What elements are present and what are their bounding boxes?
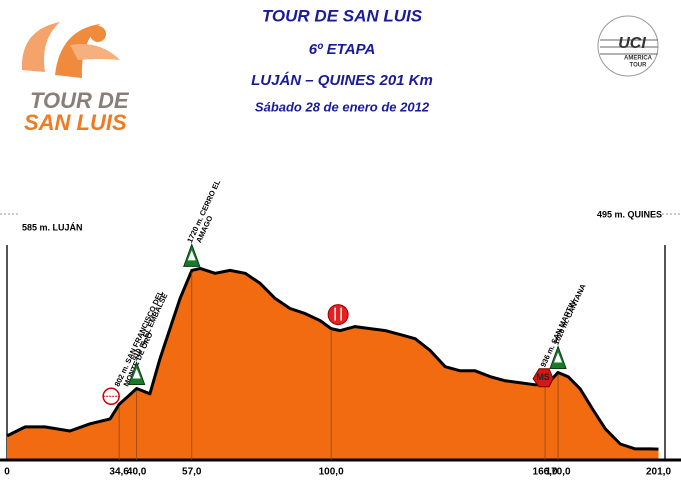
x-tick-label: 201,0: [646, 467, 671, 478]
x-tick-label: 170,0: [546, 467, 571, 478]
logo-circle: [597, 15, 659, 77]
logo-text: AMERICA: [624, 56, 653, 62]
logo-shape: [70, 44, 120, 60]
route: LUJÁN – QUINES 201 Km: [251, 72, 433, 89]
date: Sábado 28 de enero de 2012: [255, 99, 430, 114]
meta-volante-icon: [532, 368, 554, 388]
x-tick-label: 40,0: [127, 467, 147, 478]
x-tick-label: 57,0: [182, 467, 202, 478]
logo-text: TOUR: [630, 63, 648, 69]
profile: [6, 266, 659, 451]
logo-lines: [600, 39, 658, 55]
start-label: 585 m. LUJÁN: [22, 222, 83, 232]
x-tick-label: 166,0: [533, 467, 558, 478]
logo-text: UCI: [618, 35, 646, 52]
logo-text: TOUR DE: [30, 88, 130, 113]
annotation-label: 1020 m. CANTANA: [551, 282, 587, 346]
title: TOUR DE SAN LUIS: [262, 6, 423, 25]
logo-shape: [90, 26, 106, 42]
x-tick-label: 0: [4, 467, 10, 478]
mountain-icon: [554, 352, 563, 363]
feed-icon: [334, 307, 342, 321]
end-label: 495 m. QUINES: [597, 209, 662, 219]
x-tick-label: 100,0: [319, 467, 344, 478]
stage: 6º ETAPA: [309, 41, 376, 58]
feed-icon: [327, 304, 349, 326]
meta-volante-label: MS: [536, 372, 550, 382]
race-logo: TOUR DE SAN LUIS: [21, 22, 130, 135]
x-tick-label: 34,6: [109, 467, 129, 478]
mountain-icon: [132, 368, 141, 379]
profile-fill: [7, 268, 659, 460]
logo-text: SAN LUIS: [24, 110, 127, 135]
logo-shape: [21, 22, 60, 72]
mountain-icon: [187, 250, 196, 261]
uci-logo: UCI AMERICA TOUR: [597, 15, 659, 77]
